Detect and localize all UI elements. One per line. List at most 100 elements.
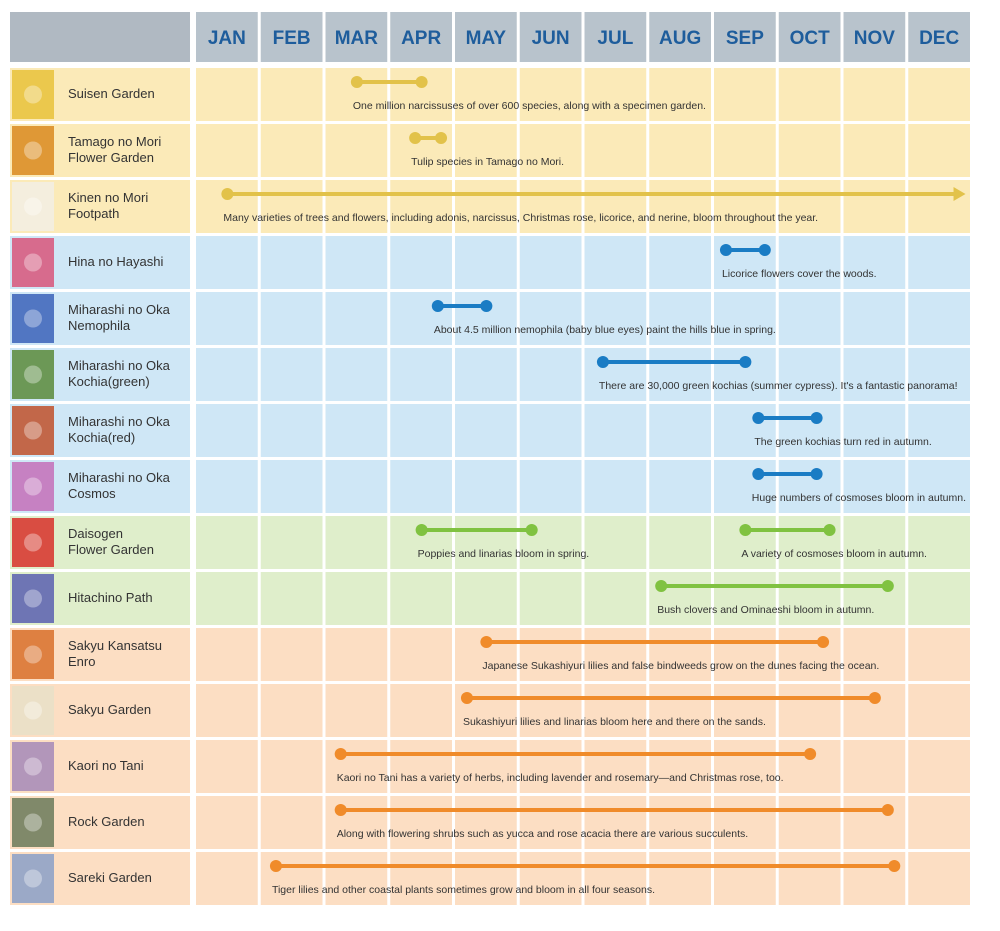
month-cell <box>196 236 258 289</box>
bloom-period: The green kochias turn red in autumn. <box>752 412 932 448</box>
month-header-cell <box>325 12 388 62</box>
bloom-start-dot <box>334 748 347 760</box>
month-cell <box>714 68 776 121</box>
month-cell <box>908 460 970 513</box>
month-cell <box>778 180 841 233</box>
month-cell <box>390 460 452 513</box>
bloom-period: Kaori no Tani has a variety of herbs, in… <box>334 748 817 784</box>
bloom-end-dot <box>881 804 894 816</box>
month-cell <box>325 684 388 737</box>
month-cell <box>778 124 841 177</box>
month-cell <box>519 852 582 905</box>
month-cell <box>714 124 776 177</box>
bloom-start-dot <box>409 132 422 144</box>
month-cell <box>196 516 258 569</box>
bloom-start-dot <box>269 860 282 872</box>
month-cell <box>390 404 452 457</box>
thumbnail <box>12 462 54 511</box>
month-cell <box>908 236 970 289</box>
month-cell <box>778 740 841 793</box>
bloom-note: There are 30,000 green kochias (summer c… <box>599 380 958 392</box>
month-cell <box>390 180 452 233</box>
month-cell <box>778 236 841 289</box>
thumbnail <box>12 798 54 847</box>
month-label: JAN <box>208 28 246 49</box>
thumbnail <box>12 70 54 119</box>
month-cell <box>649 740 711 793</box>
month-cell <box>325 516 388 569</box>
month-cell <box>390 852 452 905</box>
month-cell <box>325 740 388 793</box>
month-cell <box>196 740 258 793</box>
month-label: SEP <box>726 28 764 49</box>
month-cell <box>260 572 323 625</box>
thumbnail-flower <box>24 309 42 328</box>
month-cell <box>519 516 582 569</box>
month-cell <box>649 348 711 401</box>
month-label: MAR <box>335 28 379 49</box>
month-header-cell <box>260 12 323 62</box>
thumbnail <box>12 238 54 287</box>
month-header-cell <box>584 12 647 62</box>
month-cell <box>649 404 711 457</box>
month-cell <box>778 68 841 121</box>
month-cell <box>196 460 258 513</box>
garden-name: Flower Garden <box>68 150 154 165</box>
month-cell <box>649 516 711 569</box>
month-cell <box>843 516 906 569</box>
garden-name: Sakyu Garden <box>68 702 151 717</box>
month-cell <box>649 460 711 513</box>
month-cell <box>649 684 711 737</box>
bloom-start-dot <box>350 76 363 88</box>
thumbnail-flower <box>24 757 42 776</box>
garden-name: Miharashi no Oka <box>68 470 171 485</box>
bloom-note: About 4.5 million nemophila (baby blue e… <box>434 324 776 336</box>
bloom-start-dot <box>752 412 765 424</box>
month-cell <box>519 404 582 457</box>
bloom-note: Tulip species in Tamago no Mori. <box>411 156 564 168</box>
month-cell <box>843 68 906 121</box>
month-cell <box>519 348 582 401</box>
month-cell <box>196 68 258 121</box>
garden-name: Kaori no Tani <box>68 758 144 773</box>
garden-name: Sakyu Kansatsu <box>68 638 162 653</box>
thumbnail <box>12 406 54 455</box>
bloom-note: Sukashiyuri lilies and linarias bloom he… <box>463 716 766 728</box>
month-cell <box>843 348 906 401</box>
month-cell <box>455 740 517 793</box>
month-cell <box>584 628 647 681</box>
month-cell <box>455 236 517 289</box>
month-cell <box>325 404 388 457</box>
month-header-cell <box>196 12 258 62</box>
month-cell <box>649 572 711 625</box>
garden-name: Daisogen <box>68 526 123 541</box>
month-cell <box>843 292 906 345</box>
month-cell <box>260 628 323 681</box>
month-cell <box>260 740 323 793</box>
month-cell <box>584 740 647 793</box>
month-cell <box>843 852 906 905</box>
month-cell <box>196 628 258 681</box>
thumbnail-flower <box>24 869 42 888</box>
bloom-start-dot <box>460 692 473 704</box>
month-cell <box>519 628 582 681</box>
month-cell <box>714 516 776 569</box>
month-cell <box>778 348 841 401</box>
bloom-period: Many varieties of trees and flowers, inc… <box>221 187 966 224</box>
month-cell <box>260 852 323 905</box>
month-cell <box>778 628 841 681</box>
bloom-note: Poppies and linarias bloom in spring. <box>418 548 590 560</box>
month-cell <box>584 852 647 905</box>
month-cell <box>649 796 711 849</box>
month-cell <box>196 796 258 849</box>
month-cell <box>714 852 776 905</box>
bloom-end-dot <box>881 580 894 592</box>
month-header-cell <box>649 12 711 62</box>
month-cell <box>649 68 711 121</box>
garden-name: Kochia(red) <box>68 430 135 445</box>
bloom-period: One million narcissuses of over 600 spec… <box>350 76 706 112</box>
month-cell <box>455 292 517 345</box>
month-cell <box>519 572 582 625</box>
month-cell <box>519 796 582 849</box>
bloom-note: Tiger lilies and other coastal plants so… <box>272 884 655 896</box>
